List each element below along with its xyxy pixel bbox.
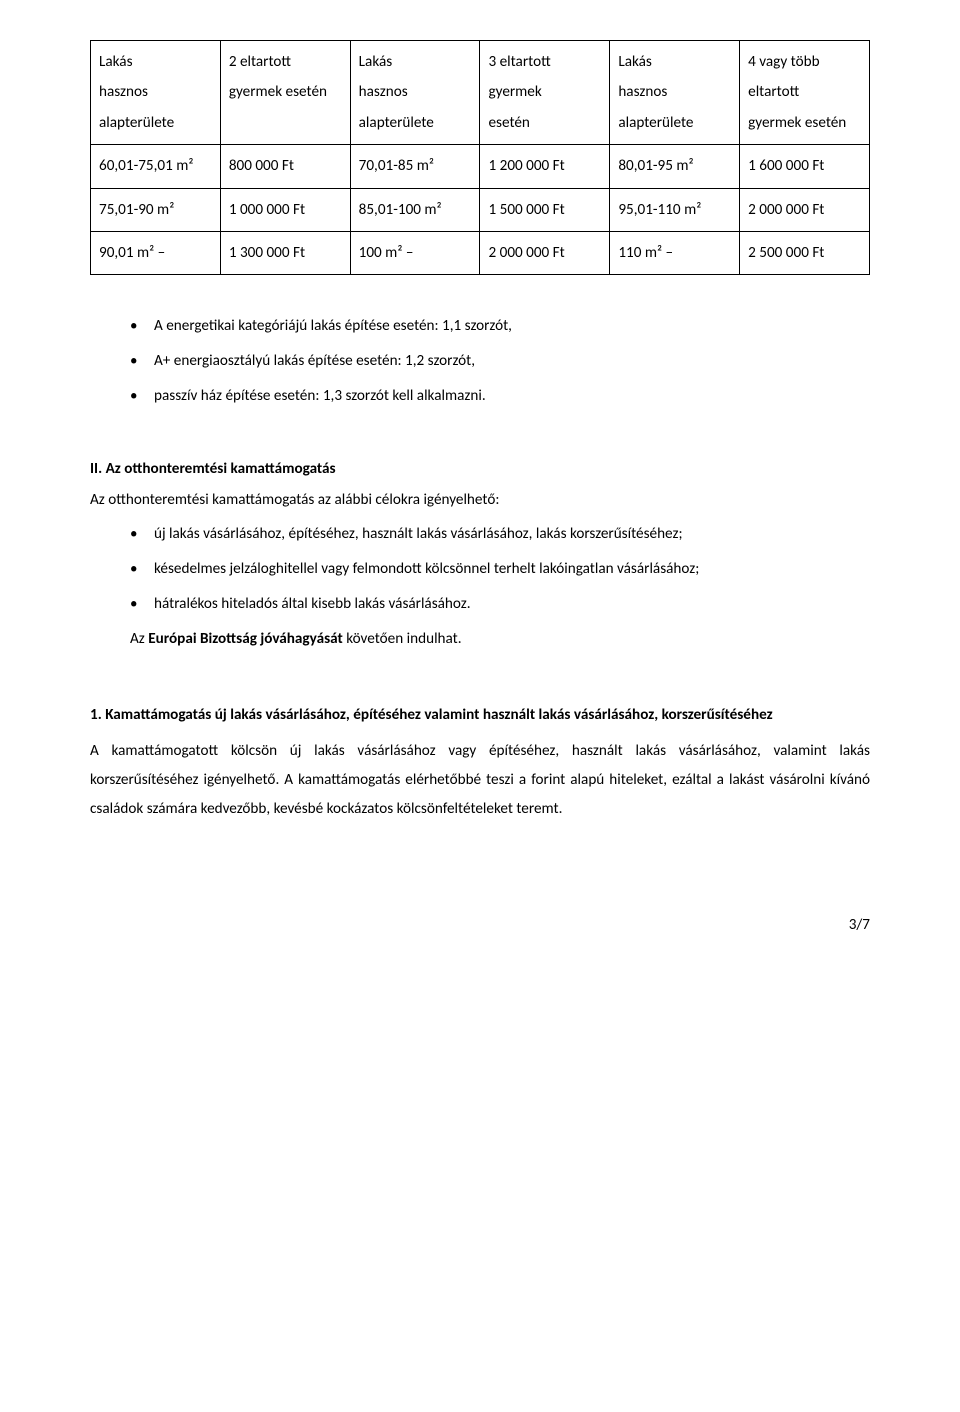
h6l1: 4 vagy több — [748, 53, 819, 71]
cell: 90,01 m² – — [91, 232, 221, 275]
h1l2: hasznos — [99, 83, 148, 101]
h6l3: gyermek esetén — [748, 114, 846, 132]
col-header-4: 3 eltartott gyermek esetén — [480, 41, 610, 145]
cell: 110 m² – — [610, 232, 740, 275]
col-header-5: Lakás hasznos alapterülete — [610, 41, 740, 145]
table-row: 60,01-75,01 m² 800 000 Ft 70,01-85 m² 1 … — [91, 145, 870, 188]
section-2-intro: Az otthonteremtési kamattámogatás az alá… — [90, 489, 870, 512]
cell: 1 500 000 Ft — [480, 188, 610, 231]
h3l1: Lakás — [359, 53, 393, 71]
section-3-para: A kamattámogatott kölcsön új lakás vásár… — [90, 737, 870, 824]
h2l2: gyermek esetén — [229, 83, 327, 101]
h2l1: 2 eltartott — [229, 53, 291, 71]
closing-post: követően indulhat. — [343, 630, 462, 648]
closing-pre: Az — [130, 630, 148, 648]
table-header-row: Lakás hasznos alapterülete 2 eltartott g… — [91, 41, 870, 145]
col-header-3: Lakás hasznos alapterülete — [350, 41, 480, 145]
page-number: 3/7 — [90, 914, 870, 937]
list-item: A energetikai kategóriájú lakás építése … — [130, 315, 870, 338]
cell: 100 m² – — [350, 232, 480, 275]
cell: 1 200 000 Ft — [480, 145, 610, 188]
section-2-list: új lakás vásárlásához, építéséhez, haszn… — [90, 523, 870, 615]
list-item: új lakás vásárlásához, építéséhez, haszn… — [130, 523, 870, 546]
col-header-6: 4 vagy több eltartott gyermek esetén — [740, 41, 870, 145]
cell: 1 300 000 Ft — [220, 232, 350, 275]
table-row: 75,01-90 m² 1 000 000 Ft 85,01-100 m² 1 … — [91, 188, 870, 231]
multiplier-list: A energetikai kategóriájú lakás építése … — [90, 315, 870, 407]
h5l3: alapterülete — [618, 114, 693, 132]
section-3-title: 1. Kamattámogatás új lakás vásárlásához,… — [90, 701, 870, 730]
cell: 60,01-75,01 m² — [91, 145, 221, 188]
h4l3: esetén — [488, 114, 529, 132]
cell: 2 000 000 Ft — [740, 188, 870, 231]
section-2-title: II. Az otthonteremtési kamattámogatás — [90, 458, 870, 481]
cell: 95,01-110 m² — [610, 188, 740, 231]
cell: 2 000 000 Ft — [480, 232, 610, 275]
cell: 85,01-100 m² — [350, 188, 480, 231]
h3l2: hasznos — [359, 83, 408, 101]
h1l3: alapterülete — [99, 114, 174, 132]
table-row: 90,01 m² – 1 300 000 Ft 100 m² – 2 000 0… — [91, 232, 870, 275]
list-item: hátralékos hiteladós által kisebb lakás … — [130, 593, 870, 616]
list-item: passzív ház építése esetén: 1,3 szorzót … — [130, 385, 870, 408]
cell: 80,01-95 m² — [610, 145, 740, 188]
list-item: késedelmes jelzáloghitellel vagy felmond… — [130, 558, 870, 581]
section-2-closing: Az Európai Bizottság jóváhagyását követő… — [90, 628, 870, 651]
cell: 70,01-85 m² — [350, 145, 480, 188]
h4l2: gyermek — [488, 83, 541, 101]
cell: 1 000 000 Ft — [220, 188, 350, 231]
h3l3: alapterülete — [359, 114, 434, 132]
h4l1: 3 eltartott — [488, 53, 550, 71]
h1l1: Lakás — [99, 53, 133, 71]
col-header-1: Lakás hasznos alapterülete — [91, 41, 221, 145]
col-header-2: 2 eltartott gyermek esetén — [220, 41, 350, 145]
cell: 75,01-90 m² — [91, 188, 221, 231]
h5l2: hasznos — [618, 83, 667, 101]
cell: 1 600 000 Ft — [740, 145, 870, 188]
support-table: Lakás hasznos alapterülete 2 eltartott g… — [90, 40, 870, 275]
closing-bold: Európai Bizottság jóváhagyását — [148, 630, 343, 648]
cell: 2 500 000 Ft — [740, 232, 870, 275]
cell: 800 000 Ft — [220, 145, 350, 188]
list-item: A+ energiaosztályú lakás építése esetén:… — [130, 350, 870, 373]
h5l1: Lakás — [618, 53, 652, 71]
h6l2: eltartott — [748, 83, 799, 101]
